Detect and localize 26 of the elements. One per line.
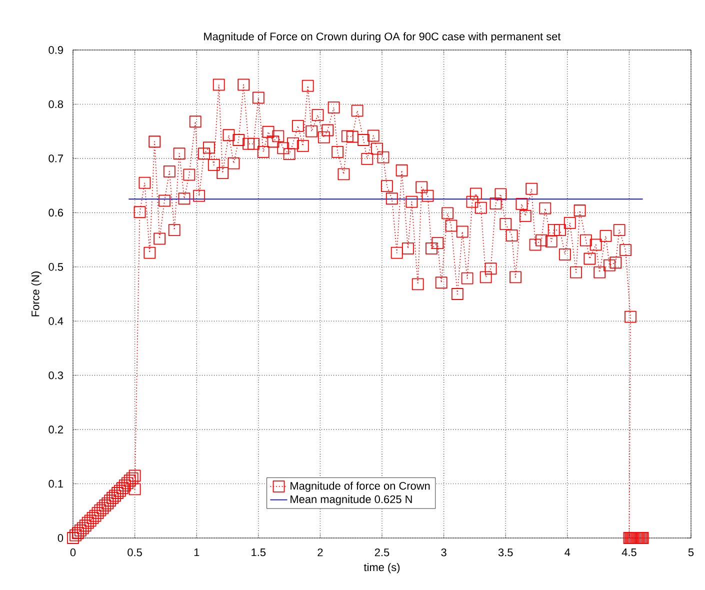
x-tick-label: 0.5 bbox=[128, 548, 142, 556]
x-tick-label: 1 bbox=[194, 548, 200, 556]
y-axis-title: Force (N) bbox=[31, 272, 42, 316]
y-tick-label: 0.2 bbox=[48, 426, 63, 434]
x-tick-label: 4.5 bbox=[622, 548, 636, 556]
y-tick-label: 0.7 bbox=[48, 154, 63, 162]
x-axis-title: time (s) bbox=[364, 563, 400, 574]
x-tick-label: 5 bbox=[688, 548, 694, 556]
y-tick-label: 0.5 bbox=[48, 263, 64, 271]
x-tick-label: 4 bbox=[564, 548, 570, 556]
y-tick-label: 0.1 bbox=[48, 480, 63, 488]
x-tick-label: 3 bbox=[441, 548, 446, 556]
x-tick-label: 1.5 bbox=[252, 548, 266, 556]
x-tick-label: 2.5 bbox=[374, 548, 390, 556]
y-tick-label: 0.8 bbox=[48, 100, 64, 108]
y-tick-label: 0 bbox=[58, 534, 64, 542]
legend-label: Mean magnitude 0.625 N bbox=[290, 495, 412, 506]
y-tick-label: 0.9 bbox=[48, 46, 63, 54]
x-tick-label: 2 bbox=[318, 548, 323, 556]
x-tick-label: 3.5 bbox=[498, 548, 513, 556]
chart-title: Magnitude of Force on Crown during OA for 90C case with permanent set bbox=[204, 32, 561, 42]
y-tick-label: 0.4 bbox=[48, 317, 64, 325]
legend-label: Magnitude of force on Crown bbox=[290, 482, 430, 492]
y-tick-label: 0.3 bbox=[48, 371, 64, 380]
y-tick-label: 0.6 bbox=[48, 208, 64, 217]
x-tick-label: 0 bbox=[70, 548, 76, 556]
